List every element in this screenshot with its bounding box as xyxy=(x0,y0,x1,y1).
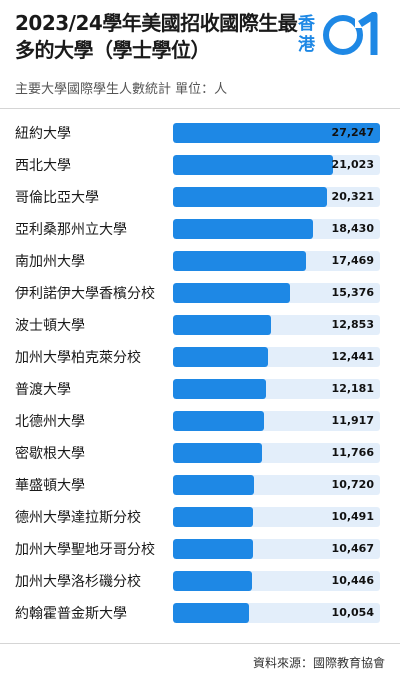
bar-track: 10,467 xyxy=(173,539,380,559)
bar xyxy=(173,443,262,463)
bar-row: 普渡大學 12,181 xyxy=(0,377,400,399)
value-label: 12,853 xyxy=(331,318,374,331)
bar-track: 11,766 xyxy=(173,443,380,463)
bar xyxy=(173,539,253,559)
hk01-logo: 香港 xyxy=(298,12,388,62)
bar-row: 加州大學洛杉磯分校 10,446 xyxy=(0,569,400,591)
category-label: 紐約大學 xyxy=(15,126,71,142)
value-label: 11,917 xyxy=(331,414,374,427)
bar-row: 北德州大學 11,917 xyxy=(0,409,400,431)
category-label: 華盛頓大學 xyxy=(15,478,85,494)
bar-track: 12,441 xyxy=(173,347,380,367)
value-label: 12,181 xyxy=(331,382,374,395)
category-label: 加州大學柏克萊分校 xyxy=(15,350,141,366)
logo-text: 香港 xyxy=(298,14,315,55)
bar xyxy=(173,123,380,143)
bar-row: 華盛頓大學 10,720 xyxy=(0,473,400,495)
value-label: 27,247 xyxy=(331,126,374,139)
bar-row: 密歇根大學 11,766 xyxy=(0,441,400,463)
category-label: 約翰霍普金斯大學 xyxy=(15,606,127,622)
bar xyxy=(173,315,271,335)
category-label: 密歇根大學 xyxy=(15,446,85,462)
bar-track: 10,446 xyxy=(173,571,380,591)
value-label: 18,430 xyxy=(331,222,374,235)
value-label: 10,446 xyxy=(331,574,374,587)
chart-title: 2023/24學年美國招收國際生最多的大學（學士學位） xyxy=(15,11,298,62)
bar-row: 加州大學聖地牙哥分校 10,467 xyxy=(0,537,400,559)
bar xyxy=(173,187,327,207)
value-label: 10,720 xyxy=(331,478,374,491)
value-label: 11,766 xyxy=(331,446,374,459)
value-label: 15,376 xyxy=(331,286,374,299)
bar xyxy=(173,251,306,271)
bar-row: 紐約大學 27,247 xyxy=(0,121,400,143)
bar-row: 亞利桑那州立大學 18,430 xyxy=(0,217,400,239)
category-label: 伊利諾伊大學香檳分校 xyxy=(15,286,155,302)
bar xyxy=(173,219,313,239)
value-label: 12,441 xyxy=(331,350,374,363)
logo-mark-icon xyxy=(323,12,378,55)
category-label: 北德州大學 xyxy=(15,414,85,430)
bar-row: 德州大學達拉斯分校 10,491 xyxy=(0,505,400,527)
bar xyxy=(173,155,333,175)
bar-row: 加州大學柏克萊分校 12,441 xyxy=(0,345,400,367)
value-label: 10,054 xyxy=(331,606,374,619)
bar-row: 西北大學 21,023 xyxy=(0,153,400,175)
bar-row: 哥倫比亞大學 20,321 xyxy=(0,185,400,207)
category-label: 加州大學聖地牙哥分校 xyxy=(15,542,155,558)
category-label: 亞利桑那州立大學 xyxy=(15,222,127,238)
bar xyxy=(173,347,268,367)
bar-track: 20,321 xyxy=(173,187,380,207)
bar xyxy=(173,411,264,431)
footer-divider xyxy=(0,643,400,644)
source-note: 資料來源：國際教育協會 xyxy=(252,656,385,670)
bar-track: 12,181 xyxy=(173,379,380,399)
category-label: 波士頓大學 xyxy=(15,318,85,334)
value-label: 20,321 xyxy=(331,190,374,203)
bar-track: 11,917 xyxy=(173,411,380,431)
value-label: 10,467 xyxy=(331,542,374,555)
chart-subtitle: 主要大學國際學生人數統計 單位：人 xyxy=(15,82,228,97)
bar-row: 波士頓大學 12,853 xyxy=(0,313,400,335)
bar xyxy=(173,475,254,495)
category-label: 西北大學 xyxy=(15,158,71,174)
bar xyxy=(173,571,252,591)
value-label: 17,469 xyxy=(331,254,374,267)
bar-track: 10,491 xyxy=(173,507,380,527)
category-label: 普渡大學 xyxy=(15,382,71,398)
bar-track: 27,247 xyxy=(173,123,380,143)
bar-track: 21,023 xyxy=(173,155,380,175)
bar-row: 南加州大學 17,469 xyxy=(0,249,400,271)
bar-track: 18,430 xyxy=(173,219,380,239)
category-label: 南加州大學 xyxy=(15,254,85,270)
category-label: 加州大學洛杉磯分校 xyxy=(15,574,141,590)
bar-row: 約翰霍普金斯大學 10,054 xyxy=(0,601,400,623)
bar xyxy=(173,283,290,303)
bar-row: 伊利諾伊大學香檳分校 15,376 xyxy=(0,281,400,303)
bar xyxy=(173,507,253,527)
bar-track: 12,853 xyxy=(173,315,380,335)
bar xyxy=(173,379,266,399)
bar xyxy=(173,603,249,623)
bar-track: 10,054 xyxy=(173,603,380,623)
value-label: 21,023 xyxy=(331,158,374,171)
value-label: 10,491 xyxy=(331,510,374,523)
category-label: 哥倫比亞大學 xyxy=(15,190,99,206)
category-label: 德州大學達拉斯分校 xyxy=(15,510,141,526)
bar-track: 17,469 xyxy=(173,251,380,271)
header-divider xyxy=(0,108,400,109)
bar-track: 10,720 xyxy=(173,475,380,495)
bar-track: 15,376 xyxy=(173,283,380,303)
